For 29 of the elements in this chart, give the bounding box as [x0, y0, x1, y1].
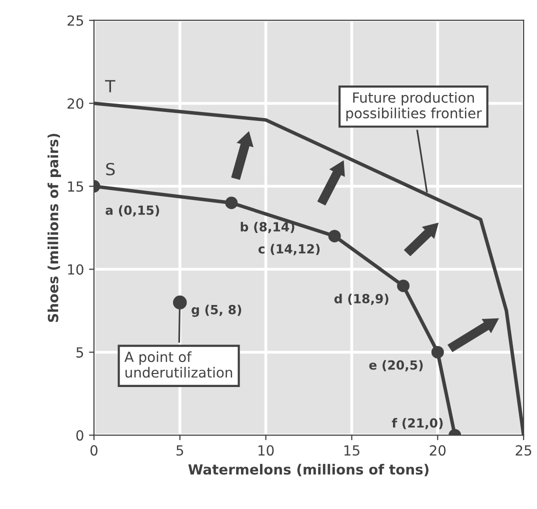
y-tick-label: 20: [68, 98, 84, 109]
x-tick-label: 0: [90, 445, 98, 456]
point: [225, 196, 238, 210]
point: [328, 230, 341, 242]
series-label: S: [106, 162, 115, 176]
x-tick-label: 20: [430, 445, 446, 456]
annotation: e (20,5): [369, 360, 423, 372]
annotation: g (5, 8): [192, 304, 242, 317]
annotation: Future production possibilities frontier: [346, 92, 482, 122]
y-axis-title: Shoes (millions of pairs): [48, 134, 62, 322]
x-tick-label: 15: [344, 445, 360, 456]
point: [431, 346, 444, 358]
y-tick-label: 0: [76, 430, 84, 441]
annotation: b (8,14): [240, 222, 294, 234]
x-tick-label: 10: [258, 445, 274, 456]
annotation: c (14,12): [258, 244, 320, 256]
x-tick-label: 5: [176, 445, 184, 456]
annotation: A point of underutilization: [124, 351, 232, 378]
y-tick-label: 5: [76, 347, 84, 358]
y-tick-label: 25: [68, 15, 84, 26]
y-tick-label: 15: [68, 181, 84, 192]
x-axis-title: Watermelons (millions of tons): [188, 464, 428, 476]
annotation: f (21,0): [392, 418, 443, 430]
point: [397, 280, 410, 292]
series-label: T: [105, 80, 116, 92]
annotation: a (0,15): [106, 205, 160, 217]
x-tick-label: 25: [516, 445, 532, 456]
y-tick-label: 10: [68, 264, 84, 275]
annotation: d (18,9): [334, 294, 388, 305]
